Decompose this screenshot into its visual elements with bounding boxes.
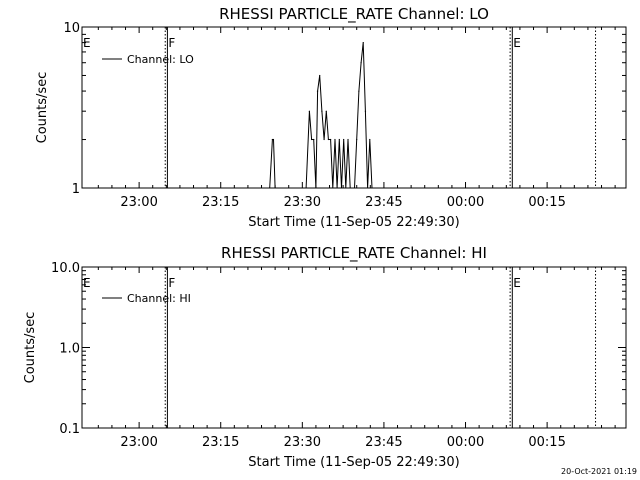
x-tick-label: 23:30: [284, 195, 321, 210]
x-tick-label: 00:15: [528, 195, 565, 210]
plot-frame: [81, 26, 627, 189]
data-point: [327, 138, 330, 141]
data-point: [334, 138, 336, 141]
data-point: [271, 138, 273, 141]
y-axis-label: Counts/sec: [23, 312, 38, 384]
x-tick-label: 23:00: [120, 435, 157, 450]
data-point: [338, 138, 340, 141]
y-axis-label: Counts/sec: [35, 72, 50, 144]
x-tick-label: 00:15: [528, 435, 565, 450]
y-tick-label: 0.1: [59, 422, 80, 437]
marker-label: F: [168, 36, 175, 50]
data-point: [347, 138, 349, 141]
data-point: [272, 138, 275, 141]
data-point: [362, 42, 364, 44]
y-tick-label: 10: [63, 21, 80, 36]
series-line: [269, 42, 383, 188]
x-tick-label: 23:15: [202, 195, 239, 210]
data-point: [360, 62, 362, 64]
x-tick-label: 23:45: [365, 195, 402, 210]
x-tick-label: 00:00: [447, 435, 484, 450]
x-tick-label: 23:30: [284, 435, 321, 450]
x-tick-label: 23:15: [202, 435, 239, 450]
x-axis-label: Start Time (11-Sep-05 22:49:30): [248, 215, 459, 230]
data-point: [316, 90, 319, 92]
marker-label: E: [83, 276, 91, 290]
marker-label: E: [513, 36, 521, 50]
marker-label: E: [83, 36, 91, 50]
chart-panel-1: RHESSI PARTICLE_RATE Channel: LO Start Ti…: [35, 5, 627, 230]
y-tick-label: 10.0: [51, 261, 80, 276]
data-point: [321, 110, 323, 112]
x-axis-label: Start Time (11-Sep-05 22:49:30): [248, 455, 459, 470]
data-point: [308, 110, 310, 112]
data-point: [358, 90, 360, 92]
x-tick-label: 23:45: [365, 435, 402, 450]
timestamp-footer: 20-Oct-2021 01:19: [561, 467, 637, 476]
x-tick-label: 23:00: [120, 195, 157, 210]
data-point: [343, 138, 345, 141]
legend-label: Channel: HI: [127, 292, 191, 305]
marker-label: E: [513, 276, 521, 290]
data-point: [369, 138, 371, 141]
chart-panel-2: RHESSI PARTICLE_RATE Channel: HI Start Ti…: [23, 244, 627, 470]
x-tick-label: 00:00: [447, 195, 484, 210]
data-point: [319, 74, 321, 77]
chart-title: RHESSI PARTICLE_RATE Channel: HI: [221, 244, 487, 263]
y-tick-label: 1.0: [59, 342, 80, 357]
data-point: [330, 138, 332, 141]
y-tick-label: 1: [72, 182, 80, 197]
chart-title: RHESSI PARTICLE_RATE Channel: LO: [219, 5, 489, 24]
data-point: [325, 110, 327, 112]
data-point: [310, 138, 313, 141]
data-point: [364, 110, 367, 112]
legend-label: Channel: LO: [127, 53, 194, 66]
data-point: [323, 138, 325, 141]
marker-label: F: [168, 276, 175, 290]
data-point: [313, 138, 315, 141]
data-point: [356, 138, 358, 141]
